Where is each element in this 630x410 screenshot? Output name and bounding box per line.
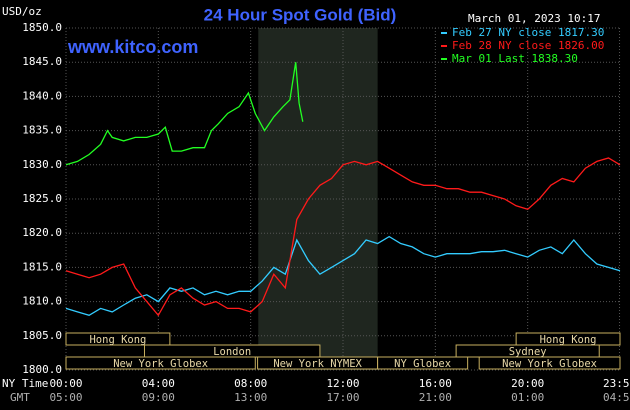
x-tick-label: 08:00 <box>234 377 267 390</box>
y-tick-label: 1820.0 <box>22 226 62 239</box>
x2-tick-label: 01:00 <box>511 391 544 404</box>
session-label: New York NYMEX <box>273 358 362 370</box>
session-label: Hong Kong <box>89 334 146 346</box>
session-label: Sydney <box>509 346 547 358</box>
x2-tick-label: 05:00 <box>49 391 82 404</box>
chart-title: 24 Hour Spot Gold (Bid) <box>204 5 397 24</box>
y-tick-label: 1805.0 <box>22 329 62 342</box>
y-tick-label: 1830.0 <box>22 158 62 171</box>
session-label: Hong Kong <box>540 334 597 346</box>
session-box <box>377 356 469 370</box>
y-axis-label: USD/oz <box>2 5 42 18</box>
x-tick-label: 23:59 <box>603 377 630 390</box>
x-tick-label: 20:00 <box>511 377 544 390</box>
session-box <box>478 356 621 370</box>
x2-axis-label: GMT <box>10 391 30 404</box>
price-line <box>65 235 621 317</box>
y-tick-label: 1845.0 <box>22 55 62 68</box>
watermark: www.kitco.com <box>67 37 198 57</box>
x2-tick-label: 09:00 <box>142 391 175 404</box>
session-label: NY Globex <box>394 358 451 370</box>
x2-tick-label: 17:00 <box>326 391 359 404</box>
x2-tick-label: 04:59 <box>603 391 630 404</box>
y-tick-label: 1850.0 <box>22 21 62 34</box>
session-label: New York Globex <box>113 358 208 370</box>
legend-label: Feb 28 NY close 1826.00 <box>452 39 604 52</box>
y-tick-label: 1800.0 <box>22 363 62 376</box>
x-tick-label: 04:00 <box>142 377 175 390</box>
session-label: New York Globex <box>502 358 597 370</box>
y-tick-label: 1810.0 <box>22 295 62 308</box>
y-tick-label: 1825.0 <box>22 192 62 205</box>
legend-label: Feb 27 NY close 1817.30 <box>452 26 604 39</box>
session-label: London <box>213 346 251 358</box>
price-line <box>65 157 621 317</box>
y-tick-label: 1840.0 <box>22 89 62 102</box>
price-line <box>65 62 304 166</box>
x-axis-label: NY Time <box>2 377 48 390</box>
x2-tick-label: 13:00 <box>234 391 267 404</box>
session-box <box>65 332 171 346</box>
x-tick-label: 00:00 <box>49 377 82 390</box>
y-tick-label: 1815.0 <box>22 260 62 273</box>
y-tick-label: 1835.0 <box>22 124 62 137</box>
legend-label: Mar 01 Last 1838.30 <box>452 52 578 65</box>
session-box <box>65 356 256 370</box>
x-tick-label: 16:00 <box>419 377 452 390</box>
plot-area <box>65 27 621 371</box>
x-tick-label: 12:00 <box>326 377 359 390</box>
timestamp: March 01, 2023 10:17 <box>468 12 600 25</box>
x2-tick-label: 21:00 <box>419 391 452 404</box>
